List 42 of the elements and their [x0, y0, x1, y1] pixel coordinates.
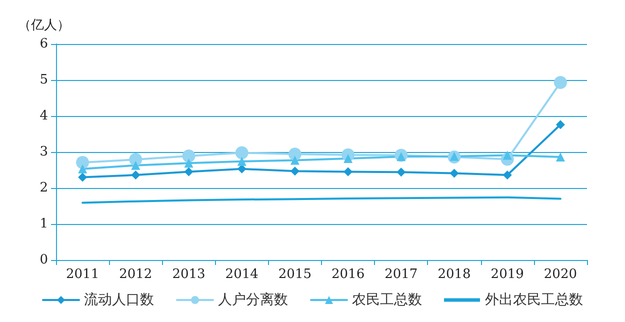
- legend-label: 流动人口数: [84, 292, 154, 308]
- point: [182, 149, 196, 162]
- legend-label: 人户分离数: [218, 292, 288, 308]
- point: [344, 167, 353, 176]
- x-tick-label: 2011: [66, 267, 100, 282]
- x-tick-label: 2019: [490, 267, 524, 282]
- point: [450, 168, 459, 178]
- x-tick-label: 2017: [384, 267, 418, 282]
- point: [235, 146, 248, 160]
- point: [502, 170, 512, 180]
- point: [290, 166, 300, 176]
- y-axis-title: （亿人）: [18, 18, 70, 33]
- legend-label: 农民工总数: [352, 292, 422, 308]
- point: [184, 167, 194, 176]
- point: [184, 158, 194, 168]
- point: [131, 170, 140, 180]
- point: [237, 156, 246, 166]
- point: [288, 148, 302, 161]
- point: [131, 160, 140, 170]
- point: [556, 120, 565, 130]
- y-tick-label: 5: [40, 72, 48, 88]
- x-tick-label: 2016: [332, 267, 365, 282]
- y-tick-label: 3: [40, 144, 48, 160]
- point: [396, 168, 406, 177]
- x-tick-label: 2012: [119, 267, 152, 282]
- point: [78, 172, 88, 182]
- y-tick-label: 0: [40, 252, 48, 268]
- point: [556, 152, 565, 162]
- point: [290, 156, 300, 165]
- y-tick-label: 2: [40, 180, 48, 196]
- x-tick-label: 2015: [278, 267, 312, 282]
- x-tick-label: 2014: [225, 267, 258, 282]
- point: [554, 76, 567, 90]
- point: [78, 164, 88, 174]
- x-tick-label: 2013: [172, 267, 206, 282]
- legend-label: 外出农民工总数: [485, 292, 583, 308]
- y-tick-label: 4: [40, 108, 48, 124]
- y-tick-label: 6: [40, 36, 48, 52]
- y-tick-label: 1: [40, 216, 48, 232]
- point: [76, 156, 90, 169]
- x-tick-label: 2018: [438, 267, 471, 282]
- x-tick-label: 2020: [544, 267, 577, 282]
